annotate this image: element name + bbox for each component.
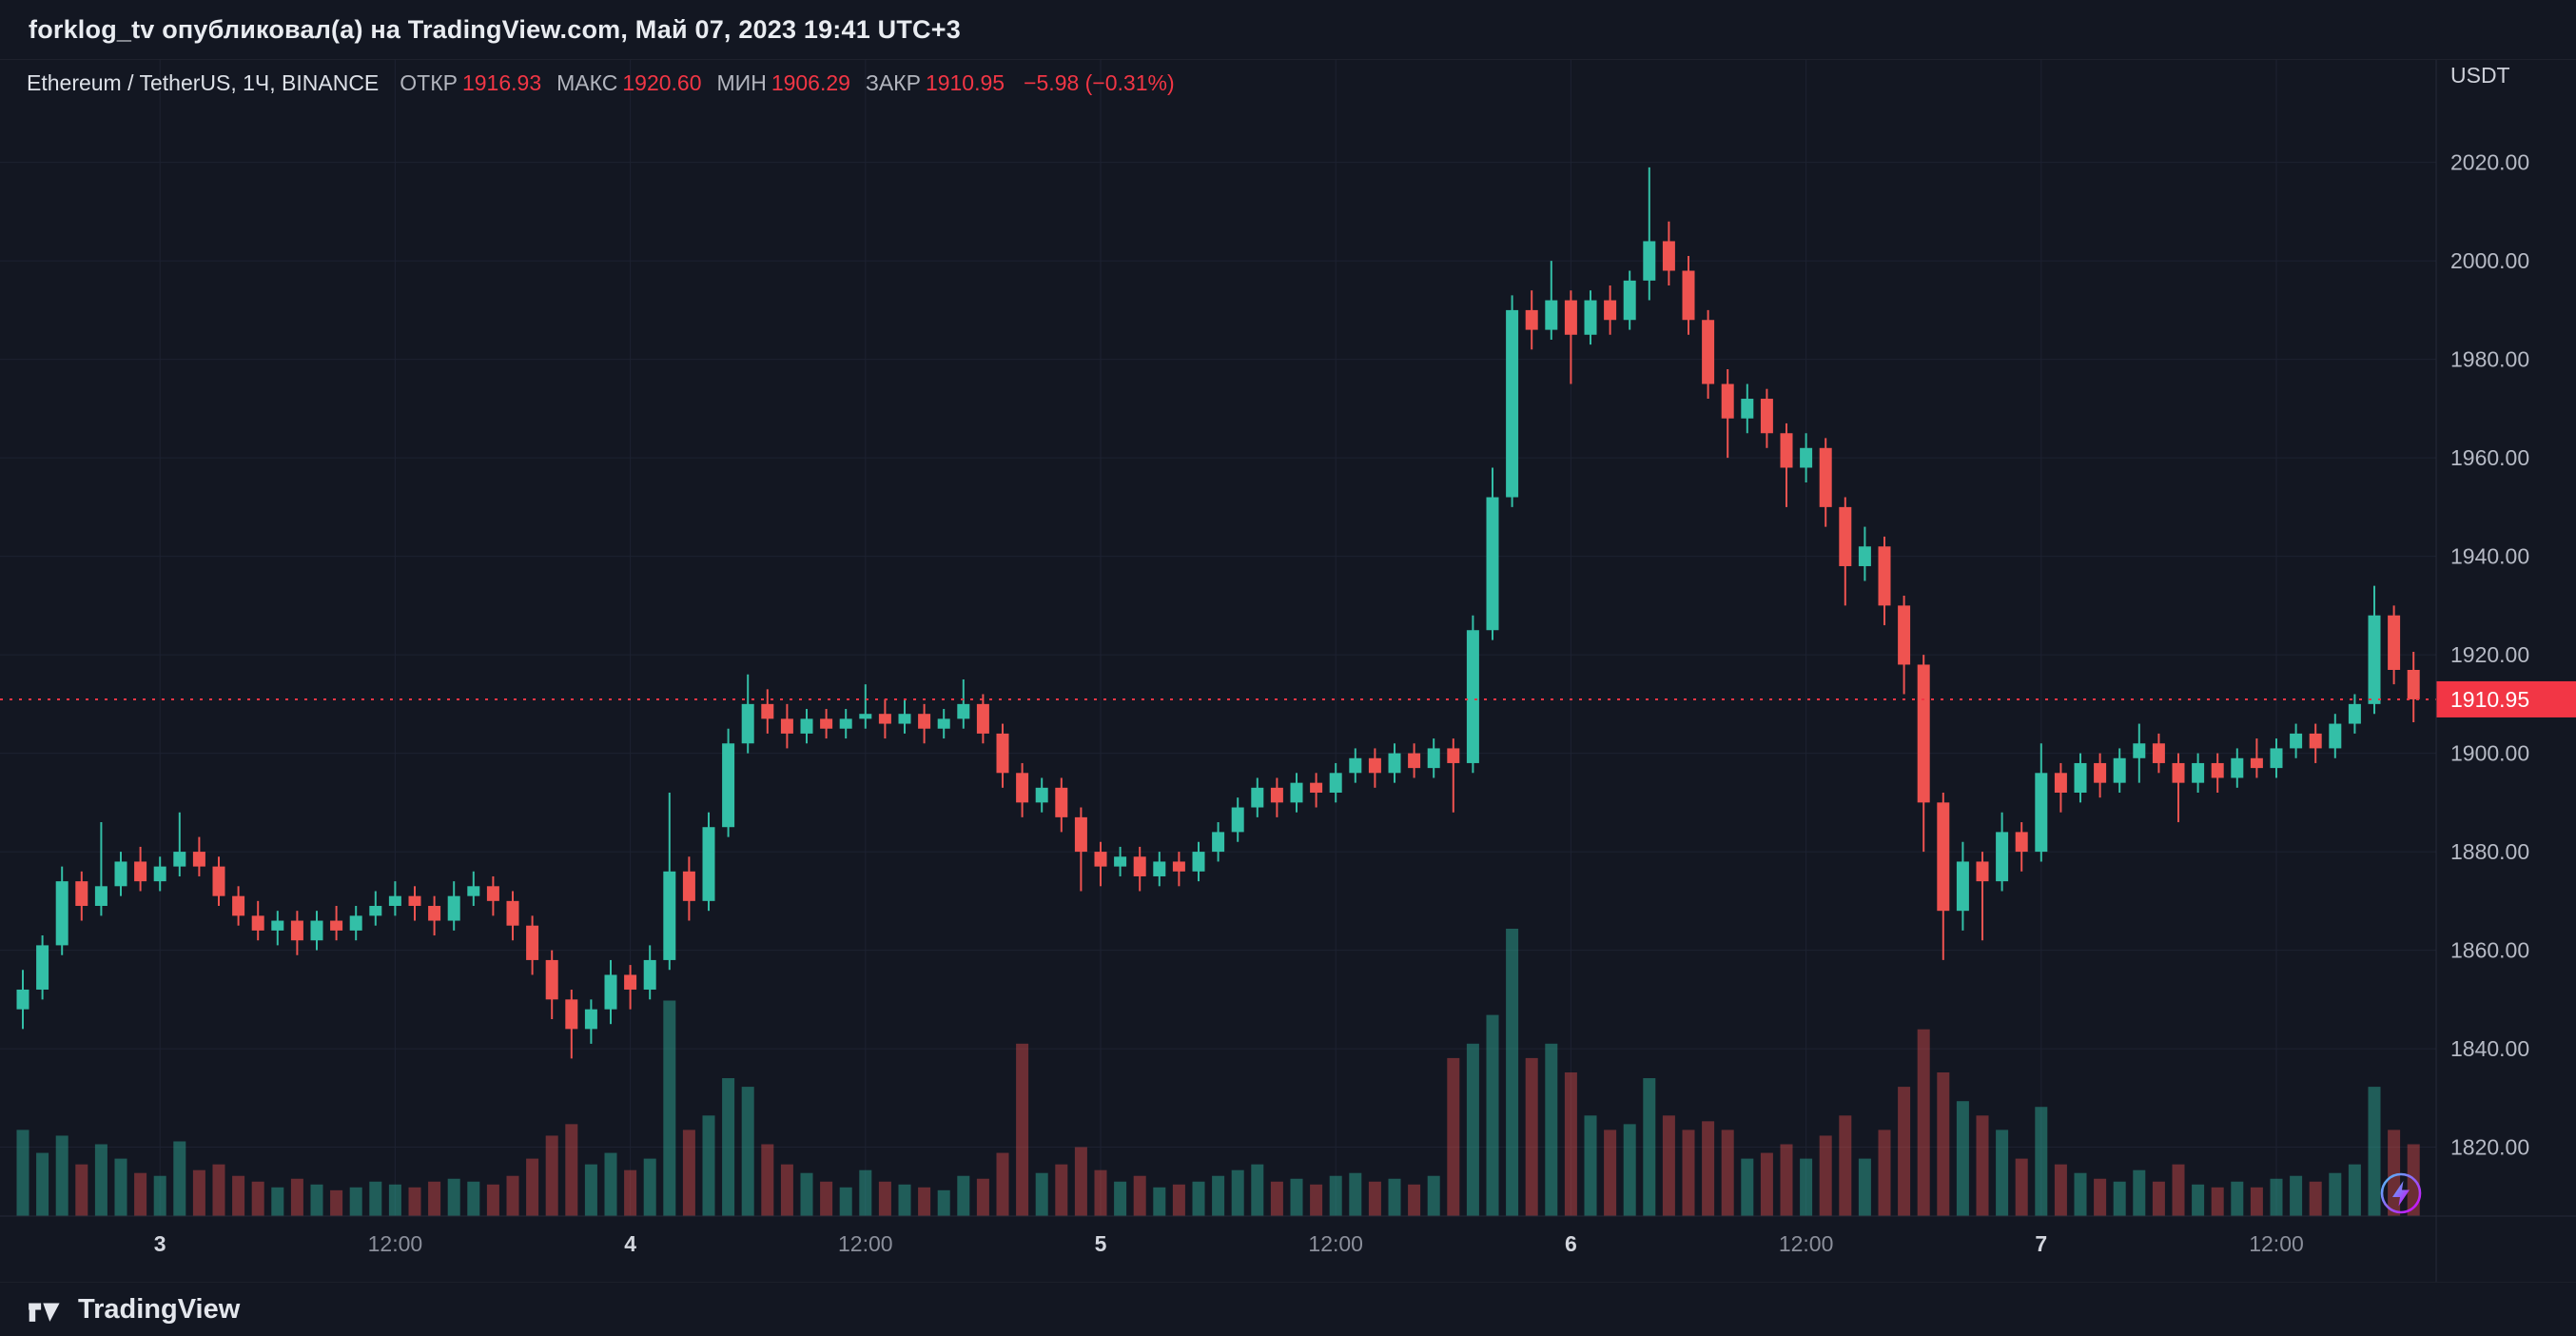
svg-text:1860.00: 1860.00 xyxy=(2450,938,2529,963)
svg-text:12:00: 12:00 xyxy=(1779,1231,1834,1256)
symbol-title[interactable]: Ethereum / TetherUS, 1Ч, BINANCE xyxy=(27,70,380,95)
change-value: −5.98 (−0.31%) xyxy=(1024,70,1175,95)
price-axis[interactable]: 2020.00 2000.00 1980.00 1960.00 1940.00 1920.… xyxy=(2450,150,2529,1160)
svg-text:1980.00: 1980.00 xyxy=(2450,347,2529,372)
high-value: 1920.60 xyxy=(622,70,702,95)
price-axis-currency-label: USDT xyxy=(2450,63,2510,88)
svg-text:1820.00: 1820.00 xyxy=(2450,1135,2529,1160)
low-label: МИН xyxy=(716,70,767,95)
footer-bar: TradingView xyxy=(0,1282,2576,1336)
svg-text:12:00: 12:00 xyxy=(368,1231,423,1256)
close-value: 1910.95 xyxy=(925,70,1005,95)
tradingview-brand-text[interactable]: TradingView xyxy=(78,1294,241,1325)
candles-layer xyxy=(16,167,2420,1059)
publication-header: forklog_tv опубликовал(а) на TradingView… xyxy=(0,0,2576,60)
svg-text:2020.00: 2020.00 xyxy=(2450,150,2529,175)
svg-text:1900.00: 1900.00 xyxy=(2450,741,2529,766)
svg-text:1940.00: 1940.00 xyxy=(2450,544,2529,569)
svg-text:12:00: 12:00 xyxy=(2249,1231,2304,1256)
svg-text:1880.00: 1880.00 xyxy=(2450,839,2529,864)
svg-text:4: 4 xyxy=(624,1231,636,1256)
low-value: 1906.29 xyxy=(771,70,850,95)
open-label: ОТКР xyxy=(400,70,458,95)
high-label: МАКС xyxy=(556,70,618,95)
svg-text:7: 7 xyxy=(2035,1231,2047,1256)
publication-caption: forklog_tv опубликовал(а) на TradingView… xyxy=(29,14,961,44)
svg-text:12:00: 12:00 xyxy=(1308,1231,1363,1256)
svg-text:1910.95: 1910.95 xyxy=(2450,687,2529,712)
last-price-line: 1910.95 xyxy=(0,680,2576,717)
grid-layer xyxy=(0,59,2436,1216)
symbol-legend: Ethereum / TetherUS, 1Ч, BINANCE ОТКР 19… xyxy=(27,70,1175,96)
svg-text:1920.00: 1920.00 xyxy=(2450,642,2529,667)
open-value: 1916.93 xyxy=(461,70,542,95)
svg-text:1840.00: 1840.00 xyxy=(2450,1036,2529,1061)
svg-text:12:00: 12:00 xyxy=(838,1231,893,1256)
tradingview-logo[interactable] xyxy=(25,1297,67,1323)
flash-icon-button[interactable] xyxy=(2378,1170,2424,1216)
svg-text:6: 6 xyxy=(1565,1231,1577,1256)
separators xyxy=(0,59,2576,1282)
lightning-icon xyxy=(2380,1172,2422,1214)
volume-layer xyxy=(16,929,2420,1216)
svg-text:3: 3 xyxy=(154,1231,166,1256)
svg-text:5: 5 xyxy=(1095,1231,1107,1256)
time-axis[interactable]: 3 12:00 4 12:00 5 12:00 6 12:00 7 12:00 xyxy=(154,1231,2304,1256)
close-label: ЗАКР xyxy=(865,70,921,95)
svg-text:2000.00: 2000.00 xyxy=(2450,248,2529,273)
svg-text:1960.00: 1960.00 xyxy=(2450,445,2529,470)
